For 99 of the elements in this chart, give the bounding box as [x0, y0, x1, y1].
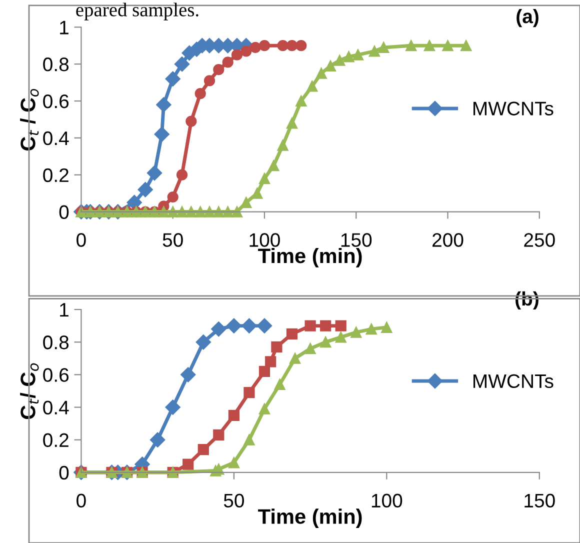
point — [146, 165, 162, 181]
point — [296, 40, 307, 52]
x-axis-title: Time (min) — [258, 508, 362, 528]
point — [154, 126, 170, 142]
point — [274, 378, 286, 390]
point — [324, 60, 336, 72]
x-tick-label: 100 — [372, 494, 402, 508]
y-tick-label: 0.2 — [43, 433, 68, 448]
point — [320, 336, 332, 348]
point — [242, 318, 257, 334]
point — [244, 434, 255, 446]
point — [406, 40, 417, 52]
point — [167, 191, 178, 203]
point — [304, 343, 316, 354]
point — [316, 68, 327, 79]
point — [204, 75, 216, 86]
x-tick-label: 50 — [224, 494, 244, 508]
x-tick-label: 0 — [76, 494, 86, 508]
point — [256, 318, 272, 334]
point — [289, 352, 301, 364]
chart-title: (a) — [516, 9, 538, 28]
point — [460, 40, 472, 52]
point — [156, 97, 172, 112]
point — [182, 458, 194, 470]
point — [304, 320, 316, 332]
point — [244, 387, 255, 398]
point — [306, 80, 318, 92]
point — [211, 321, 226, 337]
point — [174, 56, 190, 72]
x-tick-label: 200 — [432, 233, 464, 247]
x-tick-label: 0 — [76, 233, 86, 247]
y-tick-label: 0.8 — [43, 58, 69, 72]
y-tick-label: 0.4 — [43, 131, 69, 146]
y-tick-label: 0 — [59, 205, 69, 220]
y-tick-label: 1 — [60, 20, 68, 34]
point — [258, 403, 270, 414]
point — [366, 324, 377, 335]
point — [424, 40, 435, 52]
point — [165, 400, 180, 415]
point — [213, 64, 224, 76]
point — [286, 40, 298, 52]
point — [250, 42, 261, 54]
point — [252, 188, 263, 199]
point — [165, 71, 180, 86]
y-tick-label: 0.8 — [43, 336, 69, 350]
point — [335, 320, 346, 332]
point — [240, 46, 252, 57]
y-tick-label: 1 — [60, 303, 68, 317]
y-tick-label: 0.6 — [43, 94, 69, 108]
point — [240, 196, 252, 208]
y-tick-label: 0.6 — [43, 368, 69, 382]
point — [213, 429, 224, 440]
point — [231, 206, 243, 218]
y-tick-label: 0 — [59, 466, 69, 480]
point — [352, 49, 364, 60]
point — [368, 46, 380, 57]
point — [268, 160, 280, 172]
point — [265, 356, 276, 368]
legend-label: MWCNTs — [474, 374, 554, 388]
point — [334, 54, 346, 66]
x-tick-label: 150 — [524, 494, 555, 508]
point — [196, 334, 211, 350]
x-tick-label: 150 — [341, 233, 372, 247]
point — [258, 366, 270, 377]
text: epared samples. — [76, 2, 198, 20]
point — [378, 42, 390, 54]
x-axis-title: Time (min) — [258, 248, 362, 268]
point — [350, 326, 362, 338]
point — [296, 95, 307, 107]
legend-label: MWCNTs — [474, 102, 554, 116]
point — [198, 444, 209, 456]
point — [271, 341, 282, 353]
point — [222, 56, 234, 68]
point — [258, 172, 270, 184]
y-tick-label: 0.2 — [43, 168, 68, 182]
point — [194, 88, 206, 100]
point — [186, 116, 197, 127]
x-tick-label: 50 — [162, 233, 183, 247]
point — [228, 410, 240, 421]
point — [320, 320, 332, 332]
point — [381, 322, 392, 333]
x-tick-label: 250 — [524, 233, 555, 247]
point — [176, 169, 188, 180]
point — [442, 40, 454, 52]
x-tick-label: 100 — [250, 233, 280, 247]
point — [258, 40, 270, 52]
point — [150, 432, 166, 448]
y-tick-label: 0.4 — [43, 400, 69, 414]
point — [286, 328, 298, 340]
point — [226, 318, 242, 334]
point — [180, 367, 196, 382]
point — [343, 51, 354, 62]
point — [231, 49, 243, 60]
point — [277, 140, 288, 151]
point — [277, 40, 288, 52]
point — [286, 118, 298, 129]
point — [228, 457, 240, 468]
point — [335, 332, 346, 343]
point — [138, 182, 153, 198]
